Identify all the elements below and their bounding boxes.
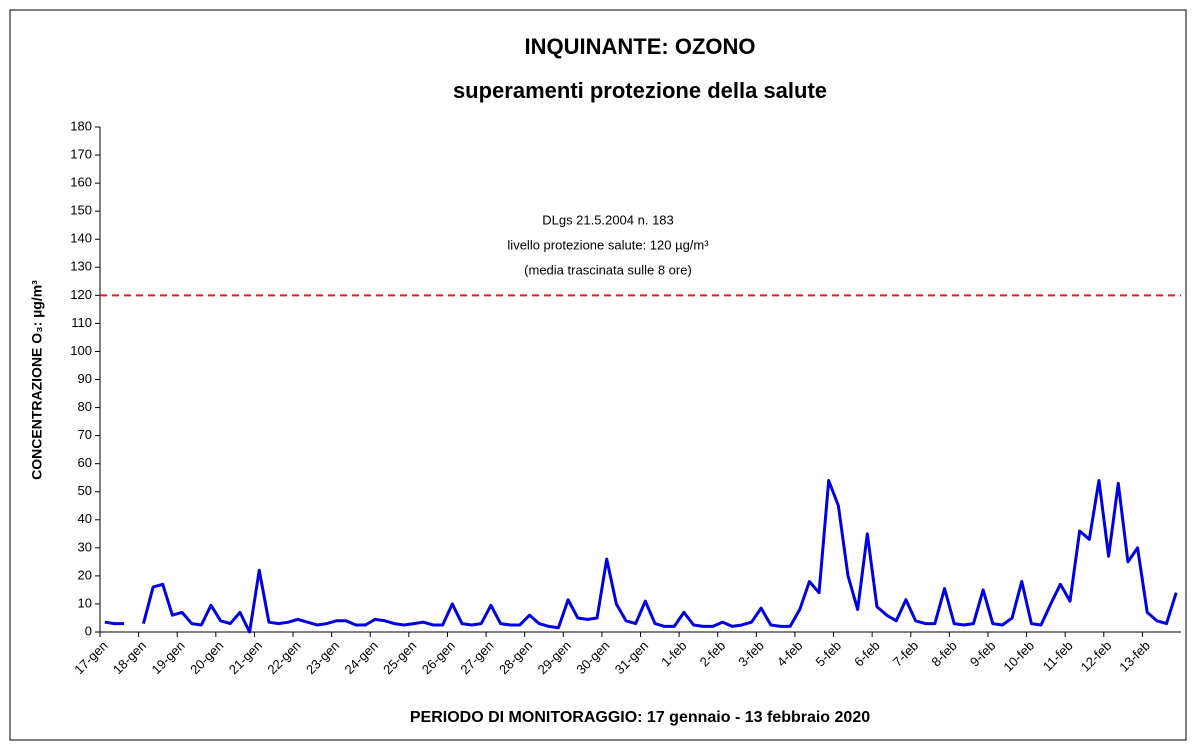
y-tick-label: 30 [78, 539, 92, 554]
chart-title: INQUINANTE: OZONO [525, 34, 756, 59]
y-tick-label: 180 [70, 118, 92, 133]
y-tick-label: 160 [70, 175, 92, 190]
y-tick-label: 60 [78, 455, 92, 470]
chart-frame [9, 9, 1187, 741]
y-tick-label: 130 [70, 259, 92, 274]
y-tick-label: 170 [70, 146, 92, 161]
y-tick-label: 20 [78, 567, 92, 582]
chart-subtitle: superamenti protezione della salute [453, 78, 827, 103]
y-tick-label: 120 [70, 287, 92, 302]
y-tick-label: 110 [71, 315, 92, 330]
y-tick-label: 80 [78, 399, 92, 414]
y-tick-label: 140 [70, 231, 92, 246]
y-axis-label: CONCENTRAZIONE O₃: µg/m³ [29, 280, 45, 480]
y-tick-label: 90 [78, 371, 92, 386]
y-tick-label: 10 [78, 595, 92, 610]
x-axis-label: PERIODO DI MONITORAGGIO: 17 gennaio - 13… [410, 709, 870, 726]
annotation: (media trascinata sulle 8 ore) [524, 262, 692, 277]
y-tick-label: 0 [85, 623, 92, 638]
annotation: DLgs 21.5.2004 n. 183 [542, 212, 674, 227]
annotation: livello protezione salute: 120 µg/m³ [507, 237, 709, 252]
y-tick-label: 50 [78, 483, 92, 498]
y-tick-label: 100 [70, 343, 92, 358]
y-tick-label: 70 [78, 427, 92, 442]
data-line [104, 479, 1178, 634]
y-tick-label: 150 [70, 203, 92, 218]
y-tick-label: 40 [78, 511, 92, 526]
